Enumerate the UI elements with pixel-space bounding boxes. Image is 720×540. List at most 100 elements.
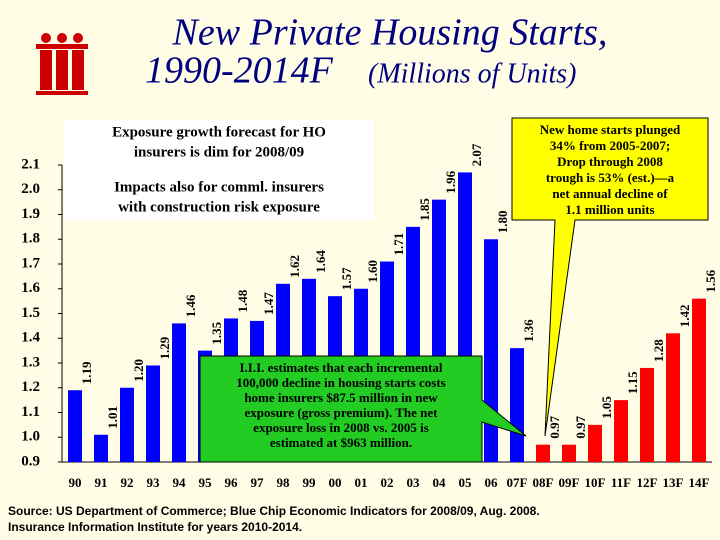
x-tick-label: 01 [355,475,368,490]
annotation: Exposure growth forecast for HO [112,124,326,140]
bar [510,348,524,462]
logo [36,33,88,95]
y-tick-label: 1.3 [21,354,40,370]
value-label: 1.96 [443,170,458,193]
annotation: 100,000 decline in housing starts costs [236,375,445,390]
value-label: 1.56 [703,269,718,292]
value-label: 0.97 [573,415,588,438]
source: Insurance Information Institute for year… [8,520,302,534]
x-tick-label: 97 [251,475,265,490]
annotation: trough is 53% (est.)—a [546,170,675,185]
value-label: 1.71 [391,233,406,256]
x-tick-label: 07F [507,475,528,490]
x-tick-label: 09F [559,475,580,490]
x-tick-label: 10F [585,475,606,490]
value-label: 0.97 [547,415,562,438]
annotation: estimated at $963 million. [270,435,412,450]
bar [172,323,186,462]
callout-box [511,117,709,437]
x-tick-label: 93 [147,475,161,490]
value-label: 2.07 [469,143,484,166]
annotation: exposure (gross premium). The net [245,405,439,420]
annotation: Drop through 2008 [557,154,663,169]
x-tick-label: 92 [121,475,134,490]
y-tick-label: 1.8 [21,231,40,247]
value-label: 1.42 [677,305,692,328]
value-label: 1.29 [157,336,172,359]
value-label: 1.15 [625,371,640,394]
value-label: 1.28 [651,339,666,362]
bar [692,298,706,462]
y-tick-label: 2.1 [21,156,40,172]
x-tick-label: 99 [303,475,317,490]
annotation: net annual decline of [552,186,668,201]
value-label: 1.05 [599,396,614,419]
x-tick-label: 98 [277,475,291,490]
y-tick-label: 1.4 [21,330,40,346]
annotation-box [64,120,374,220]
x-tick-label: 91 [95,475,108,490]
bar [640,367,654,462]
chart-subtitle: (Millions of Units) [368,58,576,89]
x-tick-label: 02 [381,475,394,490]
value-label: 1.80 [495,211,510,234]
value-label: 1.57 [339,267,354,290]
chart-title: New Private Housing Starts, [172,12,608,54]
value-label: 1.48 [235,289,250,312]
bar [614,400,628,462]
y-tick-label: 1.7 [21,255,40,271]
y-tick-label: 1.0 [21,429,40,445]
annotation: insurers is dim for 2008/09 [134,144,304,160]
value-label: 1.36 [521,319,536,342]
bar [536,444,550,462]
bar [666,333,680,462]
x-tick-label: 05 [459,475,473,490]
annotation: Impacts also for comml. insurers [114,179,324,195]
y-tick-label: 1.6 [21,280,40,296]
x-tick-label: 00 [329,475,342,490]
y-tick-label: 1.2 [21,379,40,395]
bar [484,239,498,462]
value-label: 1.62 [287,255,302,278]
annotation: 1.1 million units [565,202,654,217]
y-tick-label: 2.0 [21,181,40,197]
x-tick-label: 03 [407,475,421,490]
bar [588,424,602,462]
x-tick-label: 94 [173,475,187,490]
annotation: exposure loss in 2008 vs. 2005 is [253,420,429,435]
annotation: 34% from 2005-2007; [550,138,670,153]
x-tick-label: 95 [199,475,213,490]
value-label: 1.60 [365,260,380,283]
x-tick-label: 13F [663,475,684,490]
callout-box [199,355,527,463]
x-tick-label: 90 [69,475,82,490]
annotation: New home starts plunged [540,122,681,137]
bar [120,387,134,462]
x-tick-label: 06 [485,475,499,490]
value-label: 1.19 [79,361,94,384]
x-tick-label: 11F [611,475,631,490]
annotation: I.I.I. estimates that each incremental [239,360,442,375]
bar [562,444,576,462]
y-tick-label: 1.5 [21,305,40,321]
value-label: 1.01 [105,406,120,429]
value-label: 1.46 [183,294,198,317]
annotations: Exposure growth forecast for HO insurers … [64,117,709,463]
bar [146,365,160,462]
y-tick-label: 1.1 [21,404,40,420]
x-tick-label: 04 [433,475,447,490]
value-label: 1.20 [131,359,146,382]
value-label: 1.47 [261,292,276,315]
value-label: 1.35 [209,321,224,344]
annotation: with construction risk exposure [118,199,320,215]
value-label: 1.64 [313,250,328,273]
y-tick-label: 0.9 [21,453,40,469]
annotation: home insurers $87.5 million in new [244,390,438,405]
value-label: 1.85 [417,198,432,221]
chart-title: 1990-2014F [145,50,334,92]
source: Source: US Department of Commerce; Blue … [8,504,540,518]
bar [68,390,82,462]
x-tick-label: 14F [689,475,710,490]
y-tick-label: 1.9 [21,206,40,222]
